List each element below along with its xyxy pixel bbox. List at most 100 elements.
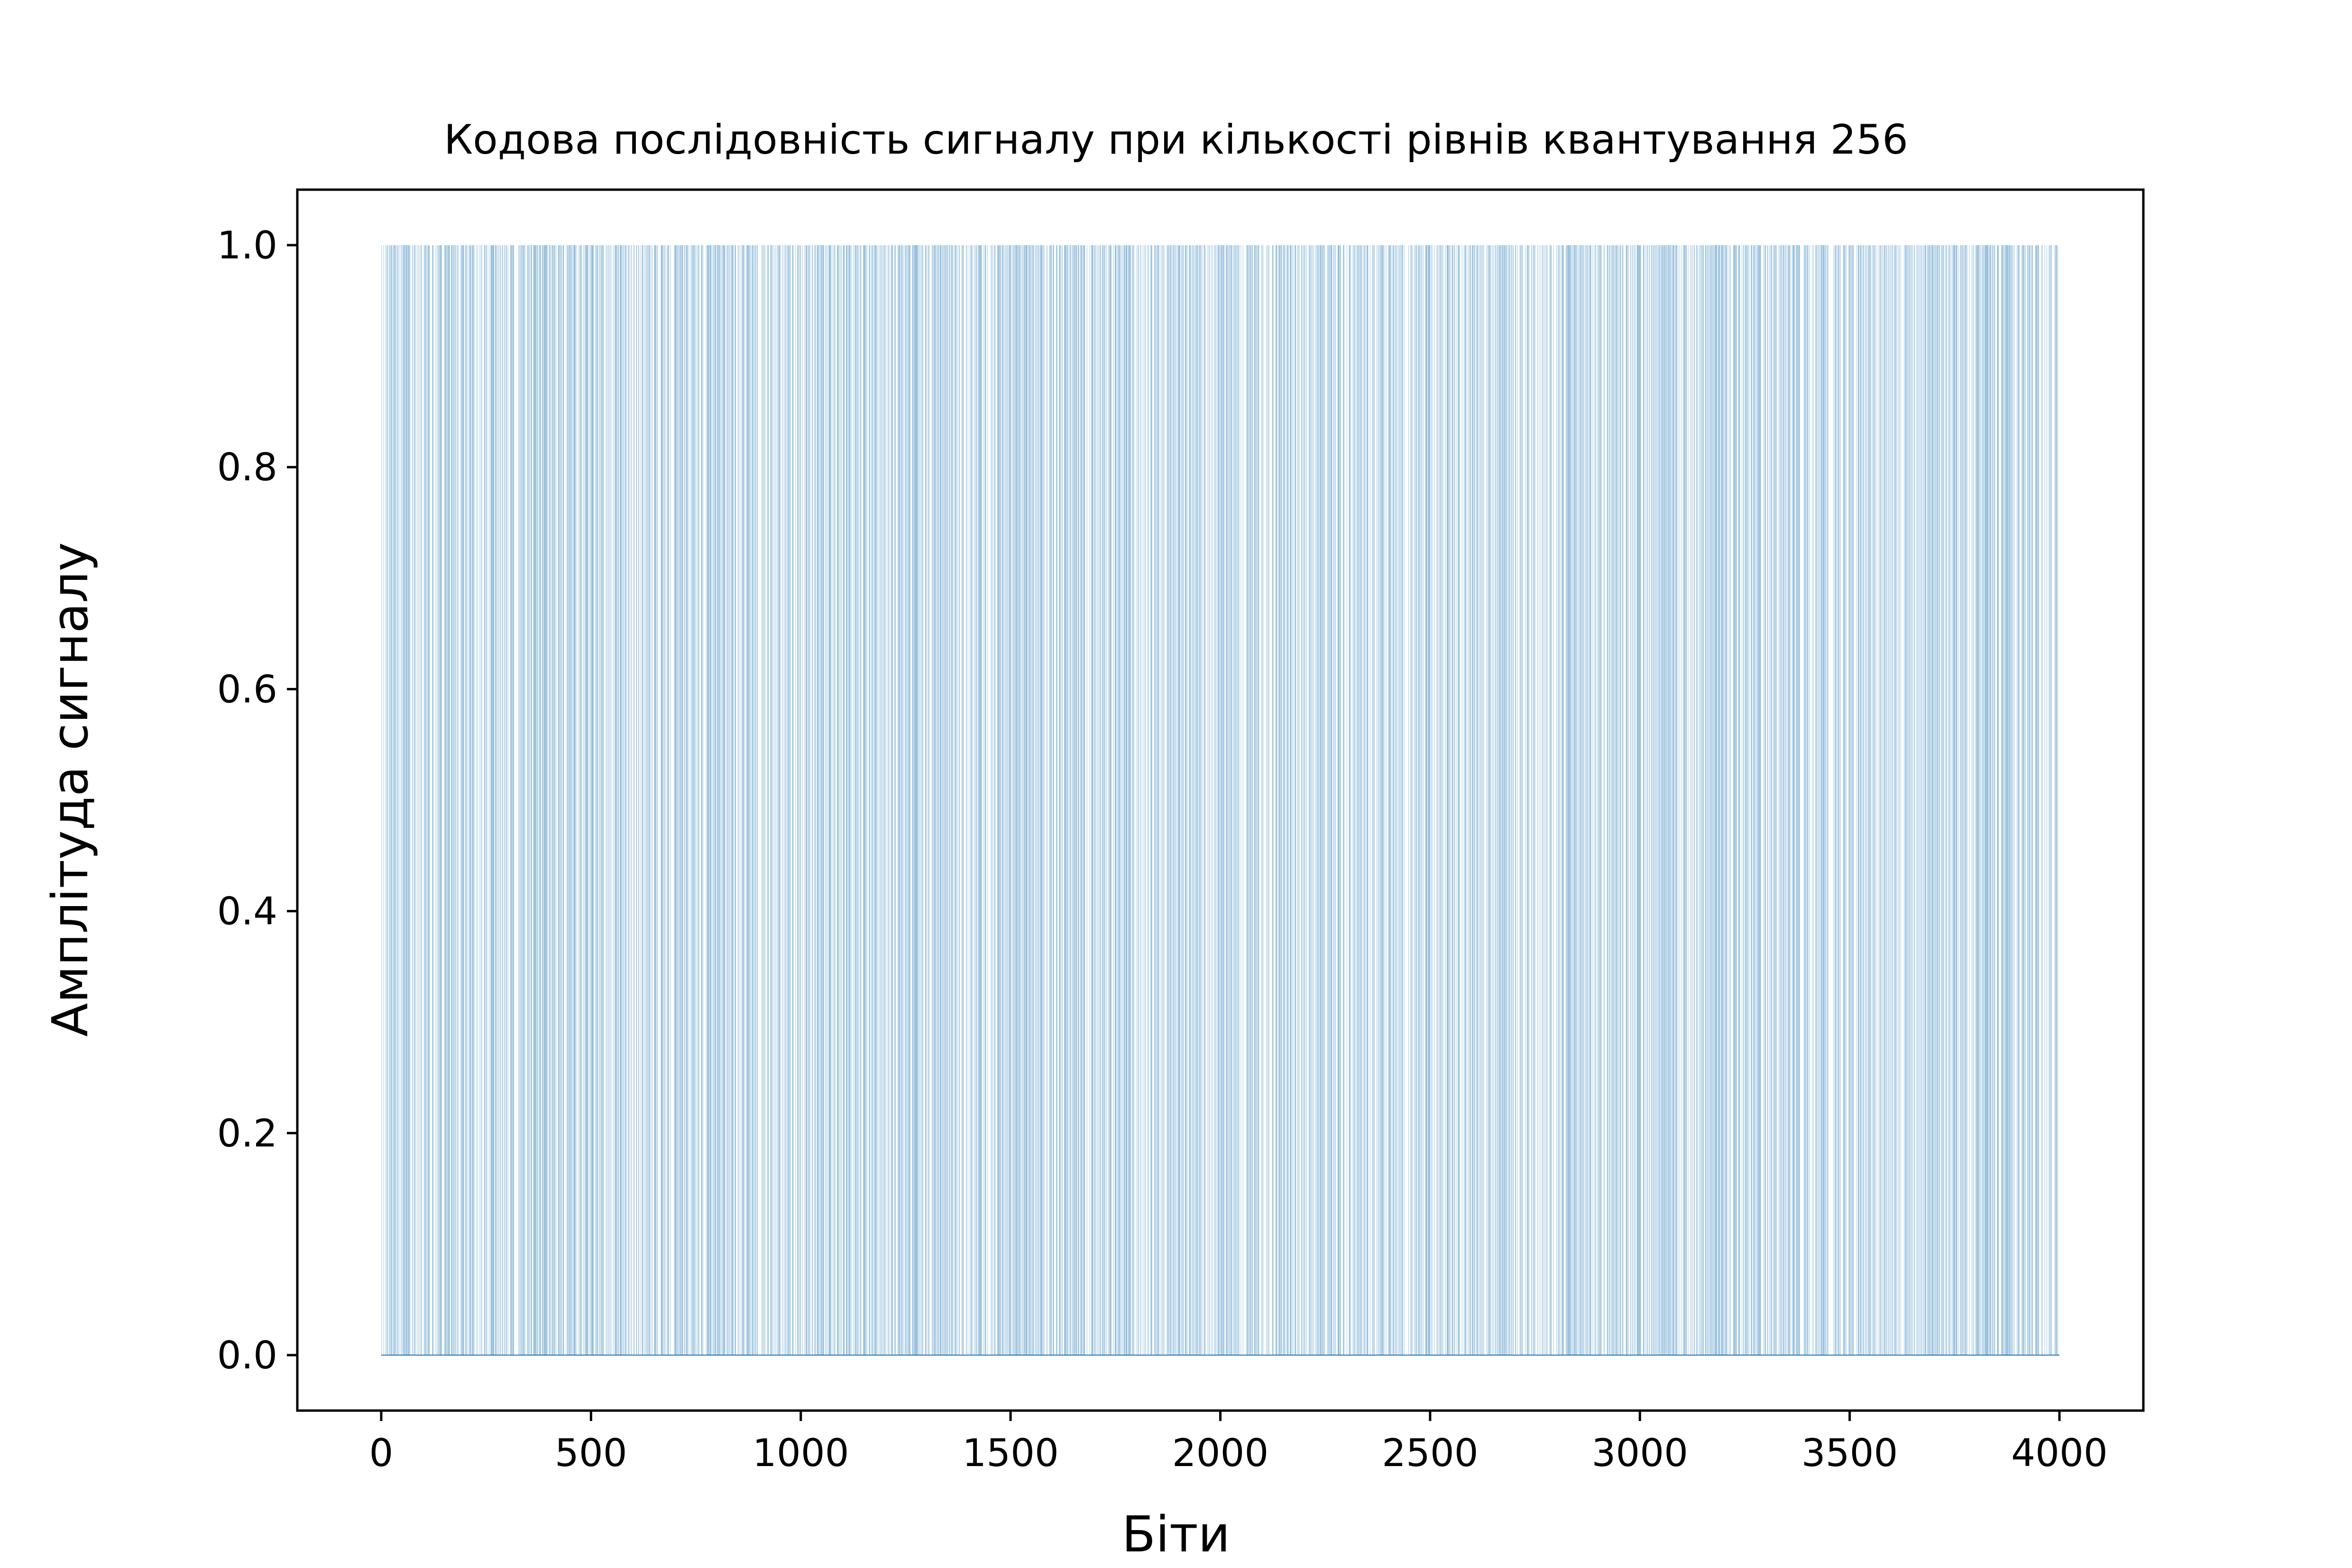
bar [1459,245,1460,1355]
bar [1329,245,1330,1355]
bar [494,245,495,1355]
bar [1246,245,1247,1355]
bar [1441,245,1442,1355]
bar [426,245,427,1355]
bar [1609,245,1610,1355]
bar [1939,245,1940,1355]
bar [809,245,810,1355]
bar [925,245,926,1355]
bar [1478,245,1479,1355]
bar [932,245,933,1355]
bar [936,245,937,1355]
bar [620,245,621,1355]
bar [1537,245,1538,1355]
bar [1440,245,1441,1355]
bar [1989,245,1990,1355]
bar [1125,245,1126,1355]
bar [1173,245,1174,1355]
bar [1317,245,1318,1355]
bar [1451,245,1452,1355]
bar [539,245,540,1355]
bar [444,245,445,1355]
bar [492,245,493,1355]
bar [1684,245,1685,1355]
bar [1489,245,1490,1355]
bar [535,245,536,1355]
bar [1031,245,1032,1355]
bar [1637,245,1638,1355]
bar [738,245,739,1355]
y-tick-label: 0.6 [217,667,277,711]
bar [1928,245,1929,1355]
bar [1733,245,1734,1355]
bar [844,245,845,1355]
bar [654,245,655,1355]
bar [1038,245,1039,1355]
bar [743,245,744,1355]
bar [817,245,818,1355]
bar [1657,245,1658,1355]
bar [568,245,569,1355]
bar [1771,245,1772,1355]
bar [1759,245,1760,1355]
bar [2030,245,2031,1355]
bar [1711,245,1712,1355]
bar [901,245,902,1355]
bar [1323,245,1324,1355]
bar [1040,245,1041,1355]
bar [1977,245,1978,1355]
bar [1197,245,1198,1355]
bar [397,245,398,1355]
bar [2003,245,2004,1355]
bar [1187,245,1188,1355]
bar [1431,245,1432,1355]
bar [1725,245,1726,1355]
bar [710,245,711,1355]
bar [1694,245,1695,1355]
bar [418,245,419,1355]
bar [1985,245,1986,1355]
bar [1569,245,1570,1355]
bar [663,245,664,1355]
bar [1774,245,1775,1355]
bar [723,245,724,1355]
bar [720,245,721,1355]
bar [1118,245,1119,1355]
bar [476,245,477,1355]
bar [670,245,671,1355]
bar [1122,245,1123,1355]
bar [1060,245,1061,1355]
bar [1651,245,1652,1355]
bar [951,245,952,1355]
bar [1738,245,1739,1355]
bar [1798,245,1799,1355]
bar [682,245,683,1355]
bar [1545,245,1546,1355]
bar [545,245,546,1355]
bar [1739,245,1740,1355]
bar [580,245,581,1355]
y-tick-label: 0.0 [217,1333,277,1377]
bar [1721,245,1722,1355]
bar [1956,245,1957,1355]
bar [1643,245,1644,1355]
bar [625,245,626,1355]
bar [445,245,446,1355]
bar [1785,245,1786,1355]
bar [1129,245,1130,1355]
bar [782,245,783,1355]
bar [1843,245,1844,1355]
bar [472,245,473,1355]
bar [1755,245,1756,1355]
bar [1010,245,1011,1355]
bar [1067,245,1068,1355]
bar [1324,245,1325,1355]
bar [1318,245,1319,1355]
bar [2051,245,2052,1355]
bar [1896,245,1897,1355]
bar [922,245,923,1355]
bar [1783,245,1784,1355]
bar [447,245,448,1355]
bar [843,245,844,1355]
bar [874,245,875,1355]
